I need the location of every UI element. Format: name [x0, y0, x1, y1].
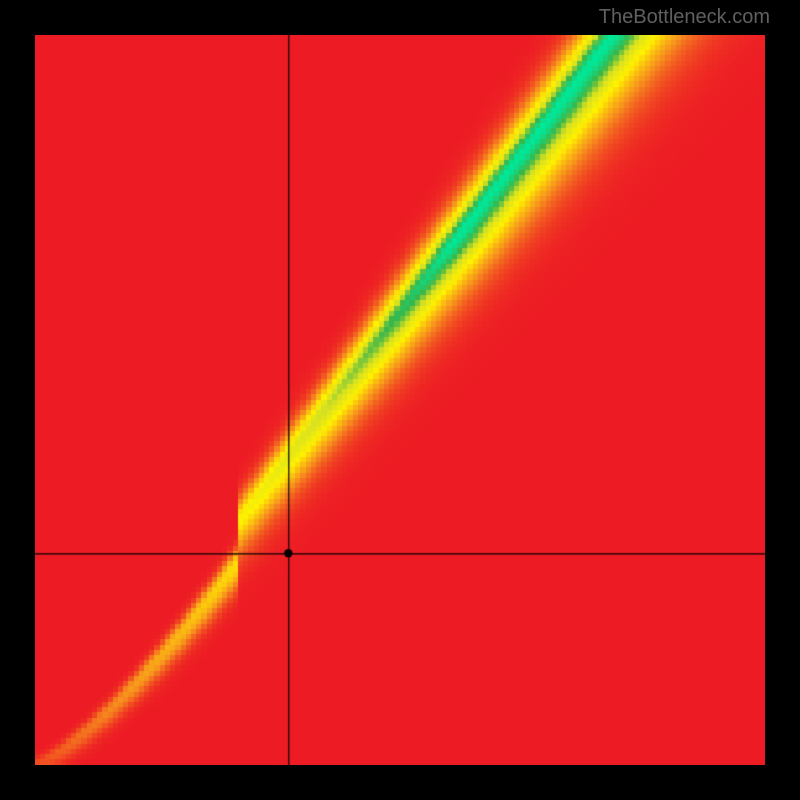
heatmap-canvas: [35, 35, 765, 765]
bottleneck-heatmap: [35, 35, 765, 765]
figure-container: TheBottleneck.com: [0, 0, 800, 800]
watermark-text: TheBottleneck.com: [599, 6, 770, 29]
